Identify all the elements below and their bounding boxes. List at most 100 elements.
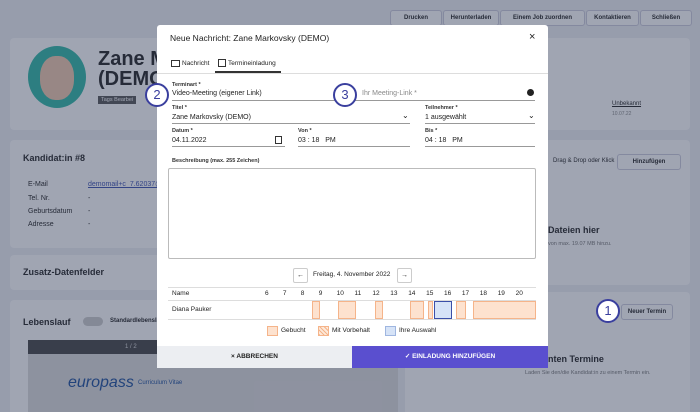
selection-block [434, 301, 452, 319]
next-day-button[interactable]: → [397, 268, 412, 283]
person-name: Diana Pauker [172, 306, 212, 313]
avatar-face [40, 56, 74, 100]
grid-line [168, 300, 536, 301]
close-icon[interactable]: × [529, 31, 536, 43]
field-line [172, 146, 285, 147]
field-value[interactable]: 04.11.2022 [172, 137, 207, 144]
modal-title: Neue Nachricht: Zane Markovsky (DEMO) [170, 33, 330, 43]
status-date: 10.07.22 [612, 111, 632, 117]
tab[interactable]: Nachricht [182, 60, 210, 67]
field-value[interactable]: Zane Markovsky (DEMO) [172, 114, 251, 121]
drop-sub: von max. 19.07 MB hinzu. [548, 241, 612, 247]
description-textarea[interactable] [168, 168, 536, 259]
prev-day-button[interactable]: ← [293, 268, 308, 283]
booked-block [338, 301, 356, 319]
logo: europass [68, 374, 134, 391]
submit-label: EINLADUNG HINZUFÜGEN [412, 353, 496, 360]
hour-label: 17 [461, 290, 470, 297]
field-line [425, 123, 535, 124]
schedule-date: Freitag, 4. November 2022 [313, 271, 391, 278]
drop-text: Dateien hier [548, 225, 600, 235]
hour-label: 14 [408, 290, 416, 297]
booked-block [375, 301, 383, 319]
contact-button[interactable]: Kontaktieren [586, 10, 639, 26]
field-label: Terminart * [172, 82, 201, 88]
appointments-title: nten Termine [548, 354, 604, 364]
hour-label: 12 [372, 290, 380, 297]
legend-swatch [267, 326, 278, 336]
hour-label: 6 [265, 290, 269, 297]
field-placeholder[interactable]: Ihr Meeting-Link * [362, 90, 417, 97]
new-appointment-button[interactable]: Neuer Termin [621, 304, 673, 320]
toggle-label: Standardlebenslauf Ber [110, 318, 178, 324]
calendar-icon [218, 59, 226, 67]
annotation: 1 [596, 299, 620, 323]
modal: Neue Nachricht: Zane Markovsky (DEMO) × … [157, 25, 548, 368]
field-value[interactable]: 03 : 18 PM [298, 137, 336, 144]
tab[interactable]: Termineinladung [228, 60, 276, 67]
value[interactable]: demomail+c_7.62037@p [88, 181, 167, 188]
hour-label: 18 [479, 290, 488, 297]
appointments-sub: Laden Sie den/die Kandidat:in zu einem T… [525, 370, 651, 376]
booked-block [410, 301, 424, 319]
field-line [425, 146, 535, 147]
field-label: Teilnehmer * [425, 105, 458, 111]
hour-label: 11 [354, 290, 362, 297]
field-label: Von * [298, 128, 312, 134]
legend-label: Gebucht [281, 327, 306, 334]
upload-hint: Drag & Drop oder Klick [553, 158, 615, 164]
status[interactable]: Unbekannt [612, 101, 642, 107]
annotation: 2 [145, 83, 169, 107]
logo-sub: Curriculum Vitae [138, 380, 183, 386]
field-line [298, 146, 410, 147]
schedule-grid: Name Diana Pauker 6 7 8 9 10 11 12 13 14 15 16 17 18… [168, 287, 536, 320]
hour-label: 16 [444, 290, 452, 297]
booked-block [456, 301, 466, 319]
tag[interactable]: Tags Bearbei [98, 96, 137, 104]
field-label: Datum * [172, 128, 193, 134]
booked-block [312, 301, 320, 319]
legend-swatch [318, 326, 329, 336]
info-icon[interactable] [527, 89, 534, 96]
field-label: Beschreibung (max. 255 Zeichen) [172, 158, 260, 164]
value: - [88, 208, 91, 215]
section-title: Kandidat:in #8 [23, 153, 86, 163]
cancel-button[interactable]: × ABBRECHEN [157, 346, 352, 368]
field-line [172, 123, 410, 124]
label: E-Mail [28, 181, 48, 188]
field-label: Bis * [425, 128, 438, 134]
tab-indicator [215, 71, 281, 73]
section-title: Lebenslauf [23, 317, 71, 327]
section-title: Zusatz-Datenfelder [23, 267, 105, 277]
calendar-icon[interactable] [275, 136, 282, 144]
field-value[interactable]: 04 : 18 PM [425, 137, 463, 144]
hour-label: 13 [390, 290, 398, 297]
value: - [88, 195, 91, 202]
legend-swatch [385, 326, 396, 336]
name: (DEMO [98, 68, 165, 90]
hour-label: 7 [282, 290, 287, 297]
close-button[interactable]: Schließen [640, 10, 692, 26]
hour-label: 10 [336, 290, 344, 297]
submit-button[interactable]: ✓ EINLADUNG HINZUFÜGEN [352, 346, 548, 368]
name-header: Name [172, 290, 190, 297]
mail-icon [171, 60, 180, 67]
label: Tel. Nr. [28, 195, 50, 202]
field-line [355, 100, 535, 101]
field-value[interactable]: 1 ausgewählt [425, 114, 467, 121]
grid-line [168, 287, 536, 288]
booked-block [428, 301, 433, 319]
field-value[interactable]: Video-Meeting (eigener Link) [172, 90, 262, 97]
hour-label: 19 [497, 290, 505, 297]
add-button[interactable]: Hinzufügen [617, 154, 681, 170]
divider [157, 73, 548, 74]
booked-block [473, 301, 536, 319]
field-label: Titel * [172, 105, 187, 111]
page-indicator: 1 / 2 [125, 344, 137, 350]
legend-label: Mit Vorbehalt [332, 327, 370, 334]
grid-line [168, 319, 536, 320]
hour-label: 20 [515, 290, 523, 297]
toggle[interactable] [83, 317, 103, 326]
hour-label: 15 [426, 290, 434, 297]
